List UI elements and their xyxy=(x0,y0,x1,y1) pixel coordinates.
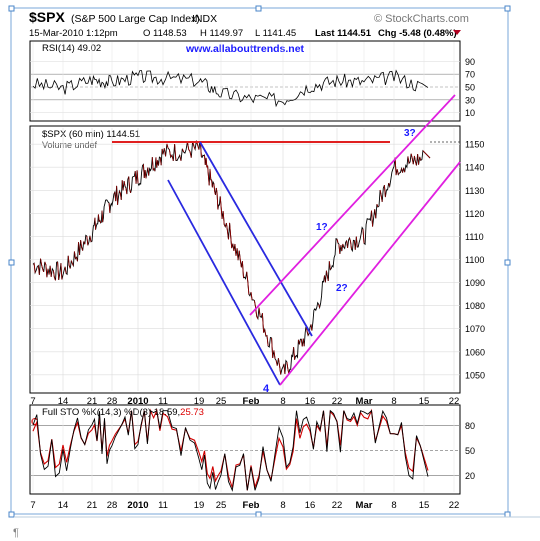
volume-legend: Volume undef xyxy=(42,140,98,150)
rsi-tick-label: 70 xyxy=(465,70,475,80)
x-tick-label: 22 xyxy=(332,396,343,407)
price-tick-label: 1130 xyxy=(465,186,484,196)
x-tick-label: 22 xyxy=(449,500,460,511)
magenta-channel-upper xyxy=(249,94,456,316)
rsi-tick-label: 10 xyxy=(465,108,475,118)
price-axis: 1150 1140 1130 1120 1110 1100 1090 1080 1070 1060… xyxy=(465,140,485,381)
price-tick-label: 1070 xyxy=(465,324,485,334)
wave-label-2: 2? xyxy=(336,283,348,294)
x-tick-label: 19 xyxy=(194,500,205,511)
blue-channel-lower xyxy=(167,179,281,386)
price-tick-label: 1090 xyxy=(465,278,485,288)
x-tick-label: 16 xyxy=(305,396,316,407)
x-tick-label: 15 xyxy=(419,500,430,511)
low-value: L 1141.45 xyxy=(255,28,296,39)
x-tick-label: 22 xyxy=(332,500,343,511)
magenta-channel-lower xyxy=(279,161,461,386)
x-tick-label: 15 xyxy=(419,396,430,407)
x-tick-label: 22 xyxy=(449,396,460,407)
price-series-down xyxy=(33,140,431,375)
x-axis-bottom: 7 14 21 28 2010 11 19 25 Feb 8 16 22 Mar 8 15 22 xyxy=(30,500,459,511)
rsi-panel xyxy=(29,40,461,122)
x-tick-label: 8 xyxy=(391,500,396,511)
sto-axis: 80 50 20 xyxy=(465,421,475,481)
rsi-legend: RSI(14) 49.02 xyxy=(42,43,101,54)
wave-label-1: 1? xyxy=(316,222,328,233)
x-tick-label: Feb xyxy=(243,396,260,407)
frame-handle-tm[interactable] xyxy=(255,5,262,12)
brand-logo: © StockCharts.com xyxy=(374,13,469,25)
x-tick-label: 19 xyxy=(194,396,205,407)
frame-handle-bl[interactable] xyxy=(8,511,15,518)
x-tick-label: 16 xyxy=(305,500,316,511)
price-tick-label: 1110 xyxy=(465,232,484,242)
frame-handle-tr[interactable] xyxy=(504,5,511,12)
price-tick-label: 1080 xyxy=(465,301,485,311)
sto-tick-label: 20 xyxy=(465,471,475,481)
price-tick-label: 1050 xyxy=(465,370,485,380)
x-tick-label: 21 xyxy=(87,396,98,407)
change-value: Chg -5.48 (0.48%) xyxy=(378,28,457,39)
price-tick-label: 1060 xyxy=(465,347,485,357)
rsi-tick-label: 50 xyxy=(465,83,475,93)
blue-channel-upper xyxy=(199,141,313,337)
x-tick-label: 25 xyxy=(216,396,227,407)
price-tick-label: 1120 xyxy=(465,209,484,219)
frame-handle-bm[interactable] xyxy=(255,511,262,518)
x-tick-label: 21 xyxy=(87,500,98,511)
sto-legend-main: Full STO %K(14,3) %D(3) 18.59, xyxy=(42,407,180,418)
x-tick-label: 8 xyxy=(280,500,285,511)
sto-tick-label: 50 xyxy=(465,446,475,456)
rsi-axis: 90 70 50 30 10 xyxy=(465,57,475,118)
frame-handle-tl[interactable] xyxy=(8,5,15,12)
x-tick-label: Mar xyxy=(356,500,373,511)
price-tick-label: 1150 xyxy=(465,140,484,150)
price-tick-label: 1140 xyxy=(465,163,484,173)
high-value: H 1149.97 xyxy=(200,28,243,39)
x-tick-label: 11 xyxy=(158,396,168,407)
sto-side-label: C xyxy=(31,417,38,428)
sto-k-line xyxy=(32,409,429,492)
wave-label-4: 4 xyxy=(263,383,270,395)
exchange-label: INDX xyxy=(192,13,217,25)
sto-legend: Full STO %K(14,3) %D(3) 18.59,25.73 xyxy=(42,407,204,418)
frame-handle-br[interactable] xyxy=(504,511,511,518)
x-tick-label: 11 xyxy=(158,500,168,511)
x-tick-label: 2010 xyxy=(127,396,148,407)
x-tick-label: 7 xyxy=(30,396,35,407)
rsi-tick-label: 30 xyxy=(465,95,475,105)
x-axis-middle: 7 14 21 28 2010 11 19 25 Feb 8 16 22 Mar 8 15 22 xyxy=(30,396,459,407)
x-tick-label: 14 xyxy=(58,396,69,407)
x-tick-label: 28 xyxy=(107,396,118,407)
price-legend: $SPX (60 min) 1144.51 xyxy=(42,129,140,140)
x-tick-label: Mar xyxy=(356,396,373,407)
sto-tick-label: 80 xyxy=(465,421,475,431)
paragraph-mark-icon: ¶ xyxy=(13,527,19,539)
rsi-tick-label: 90 xyxy=(465,57,475,67)
x-tick-label: 28 xyxy=(107,500,118,511)
wave-label-3: 3? xyxy=(404,128,416,139)
x-tick-label: 8 xyxy=(391,396,396,407)
frame-handle-mr[interactable] xyxy=(504,259,511,266)
last-value: Last 1144.51 xyxy=(315,28,372,39)
index-name: (S&P 500 Large Cap Index) xyxy=(71,13,200,25)
x-tick-label: 14 xyxy=(58,500,69,511)
symbol-title: $SPX xyxy=(29,9,65,25)
x-tick-label: 25 xyxy=(216,500,227,511)
price-tick-label: 1100 xyxy=(465,255,484,265)
x-tick-label: 2010 xyxy=(127,500,148,511)
open-value: O 1148.53 xyxy=(143,28,187,39)
sto-legend-value: 25.73 xyxy=(180,407,204,418)
dropdown-icon[interactable] xyxy=(453,30,461,35)
frame-handle-ml[interactable] xyxy=(8,259,15,266)
site-url: www.allabouttrends.net xyxy=(185,43,305,55)
rsi-series-line xyxy=(32,69,429,108)
date-label: 15-Mar-2010 1:12pm xyxy=(29,28,118,39)
x-tick-label: 7 xyxy=(30,500,35,511)
x-tick-label: 8 xyxy=(280,396,285,407)
x-tick-label: Feb xyxy=(243,500,260,511)
